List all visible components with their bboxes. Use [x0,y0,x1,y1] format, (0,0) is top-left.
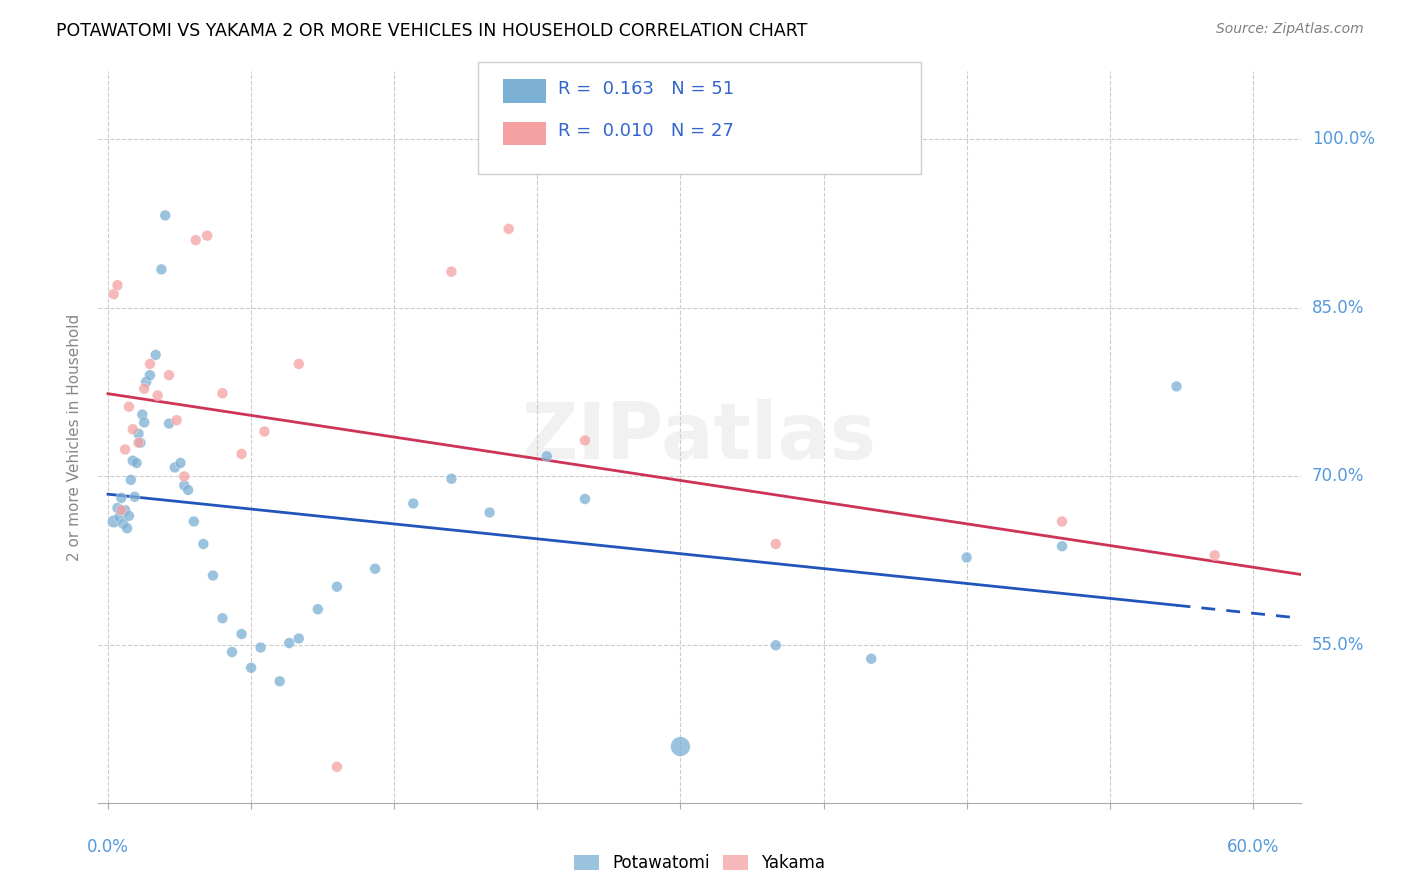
Point [173,469,195,483]
Point [574,434,596,448]
Point [765,638,787,652]
Point [107,500,129,515]
Point [134,416,156,430]
Point [129,435,152,450]
Point [536,449,558,463]
Point [110,503,132,517]
Point [201,568,224,582]
Point [193,537,215,551]
Point [956,550,979,565]
Point [221,645,243,659]
Point [139,357,162,371]
Point [326,580,349,594]
Point [128,426,150,441]
Point [364,562,387,576]
Legend: Potawatomi, Yakama: Potawatomi, Yakama [567,847,832,879]
Point [231,447,253,461]
Point [440,265,463,279]
Point [278,636,301,650]
Point [108,510,131,524]
Point [125,456,148,470]
Point [114,442,136,457]
Point [440,472,463,486]
Point [157,417,180,431]
Point [145,348,167,362]
Text: 0.0%: 0.0% [87,838,129,856]
Point [173,478,195,492]
Point [146,388,169,402]
Point [231,627,253,641]
Point [669,739,692,754]
Point [120,473,142,487]
Text: Source: ZipAtlas.com: Source: ZipAtlas.com [1216,22,1364,37]
Point [124,490,146,504]
Point [326,760,349,774]
Text: 60.0%: 60.0% [1226,838,1279,856]
Point [107,278,129,293]
Text: POTAWATOMI VS YAKAMA 2 OR MORE VEHICLES IN HOUSEHOLD CORRELATION CHART: POTAWATOMI VS YAKAMA 2 OR MORE VEHICLES … [56,22,807,40]
Point [211,386,233,401]
Y-axis label: 2 or more Vehicles in Household: 2 or more Vehicles in Household [67,313,83,561]
Point [860,652,883,666]
Point [134,382,156,396]
Point [166,413,188,427]
Point [169,456,191,470]
Point [287,632,309,646]
Point [115,521,138,535]
Point [498,222,520,236]
Point [1204,548,1226,562]
Point [177,483,200,497]
Point [1050,515,1073,529]
Point [1166,379,1188,393]
Point [118,400,141,414]
Point [382,803,405,817]
Point [110,491,132,505]
Point [183,515,205,529]
Point [121,422,143,436]
Text: R =  0.010   N = 27: R = 0.010 N = 27 [558,122,734,140]
Text: 70.0%: 70.0% [1312,467,1364,485]
Point [150,262,173,277]
Point [287,357,309,371]
Point [574,491,596,506]
Point [135,375,157,389]
Point [269,674,291,689]
Point [114,503,136,517]
Point [307,602,329,616]
Point [211,611,233,625]
Point [131,408,153,422]
Point [249,640,271,655]
Point [765,537,787,551]
Point [157,368,180,383]
Point [195,228,218,243]
Point [155,208,177,222]
Text: R =  0.163   N = 51: R = 0.163 N = 51 [558,80,734,98]
Point [1050,539,1073,553]
Point [139,368,162,383]
Point [184,233,207,247]
Text: 100.0%: 100.0% [1312,130,1375,148]
Point [402,496,425,510]
Point [253,425,276,439]
Point [128,435,150,450]
Text: 85.0%: 85.0% [1312,299,1364,317]
Point [112,516,135,531]
Point [103,287,125,301]
Point [118,508,141,523]
Text: ZIPatlas: ZIPatlas [522,399,877,475]
Point [103,515,125,529]
Text: 55.0%: 55.0% [1312,636,1364,654]
Point [121,453,143,467]
Point [163,460,186,475]
Point [240,661,263,675]
Point [478,506,501,520]
